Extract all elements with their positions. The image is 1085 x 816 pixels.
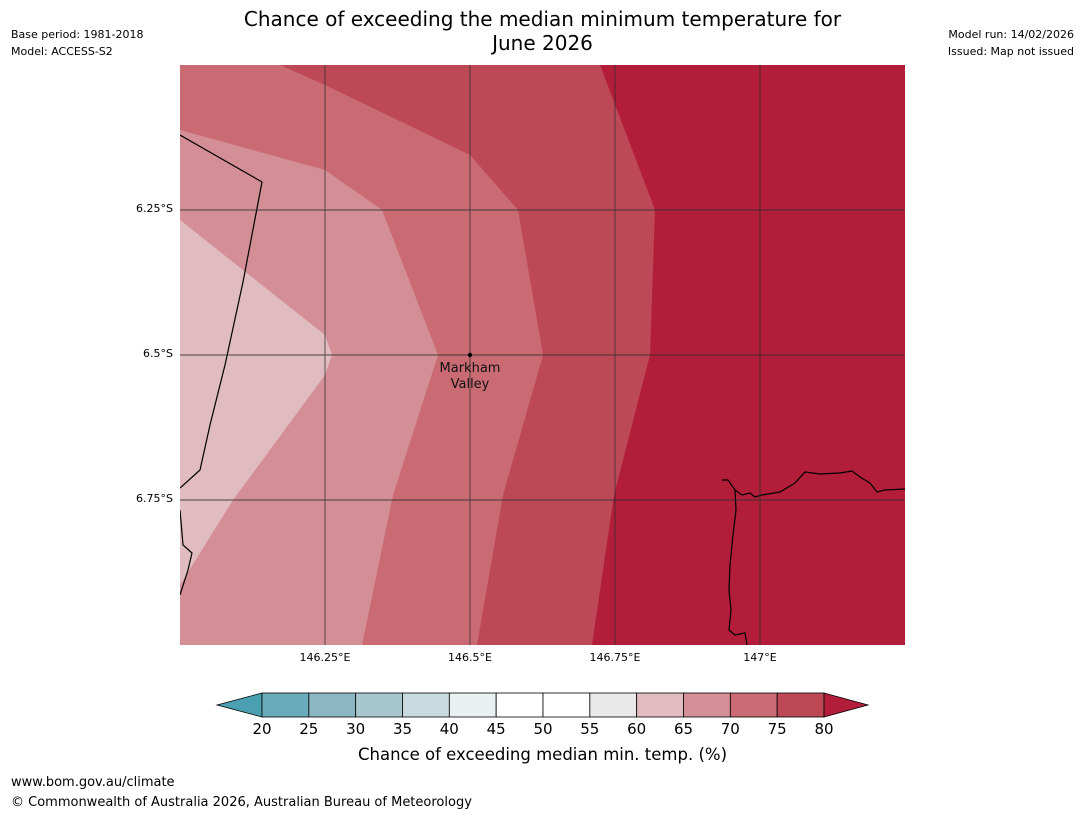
- base-period-text: Base period: 1981-2018: [11, 28, 144, 41]
- coastline-east-south: [728, 489, 748, 645]
- zone-55-60: [180, 220, 332, 585]
- colorbar-box: [448, 692, 497, 718]
- forecast-map: Markham Valley: [180, 65, 905, 645]
- issued-text: Issued: Map not issued: [947, 45, 1074, 58]
- colorbar-tick: 35: [392, 720, 413, 738]
- location-label-line1: Markham: [440, 361, 501, 376]
- lon-label-146-75: 146.75°E: [589, 651, 641, 664]
- colorbar-box: [261, 692, 310, 718]
- footer-copyright: © Commonwealth of Australia 2026, Austra…: [11, 795, 472, 810]
- colorbar-boxes: [261, 692, 825, 718]
- lat-label-6-5: 6.5°S: [143, 347, 173, 360]
- lat-label-6-75: 6.75°S: [136, 492, 173, 505]
- location-label-line2: Valley: [451, 377, 490, 392]
- colorbar-title: Chance of exceeding median min. temp. (%…: [357, 745, 728, 764]
- map-title: Chance of exceeding the median minimum t…: [0, 7, 1085, 55]
- colorbar-box: [776, 692, 825, 718]
- lon-label-147: 147°E: [743, 651, 777, 664]
- colorbar-tick: 50: [533, 720, 553, 738]
- coastline-east: [722, 470, 905, 498]
- colorbar-tick: 70: [720, 720, 740, 738]
- colorbar-tick: 40: [439, 720, 459, 738]
- footer-url[interactable]: www.bom.gov.au/climate: [11, 775, 175, 790]
- model-run-text: Model run: 14/02/2026: [948, 28, 1074, 41]
- lon-label-146-5: 146.5°E: [448, 651, 492, 664]
- colorbar-box: [683, 692, 731, 718]
- colorbar: [215, 692, 870, 718]
- border-line: [180, 134, 263, 489]
- lon-label-146-25: 146.25°E: [299, 651, 351, 664]
- location-marker: [467, 352, 473, 358]
- colorbar-tick: 25: [299, 720, 319, 738]
- colorbar-box: [355, 692, 403, 718]
- colorbar-box: [542, 692, 591, 718]
- map-title-line1: Chance of exceeding the median minimum t…: [243, 7, 842, 31]
- colorbar-under-arrow: [215, 692, 263, 718]
- colorbar-box: [495, 692, 544, 718]
- colorbar-over-arrow: [823, 692, 870, 718]
- colorbar-tick: 30: [346, 720, 366, 738]
- colorbar-box: [308, 692, 357, 718]
- colorbar-tick: 75: [767, 720, 787, 738]
- colorbar-tick: 80: [814, 720, 834, 738]
- colorbar-tick: 60: [627, 720, 647, 738]
- colorbar-tick: 45: [486, 720, 506, 738]
- map-title-line2: June 2026: [492, 31, 593, 55]
- meta-left: Base period: 1981-2018 Model: ACCESS-S2: [11, 26, 143, 60]
- coastline-west: [180, 509, 193, 596]
- colorbar-tick: 20: [252, 720, 272, 738]
- colorbar-box: [402, 692, 450, 718]
- colorbar-box: [636, 692, 684, 718]
- colorbar-box: [589, 692, 638, 718]
- meta-right: Model run: 14/02/2026 Issued: Map not is…: [948, 26, 1074, 60]
- model-text: Model: ACCESS-S2: [11, 45, 113, 58]
- colorbar-tick: 55: [580, 720, 600, 738]
- lat-label-6-25: 6.25°S: [136, 202, 173, 215]
- colorbar-tick: 65: [673, 720, 694, 738]
- colorbar-box: [729, 692, 778, 718]
